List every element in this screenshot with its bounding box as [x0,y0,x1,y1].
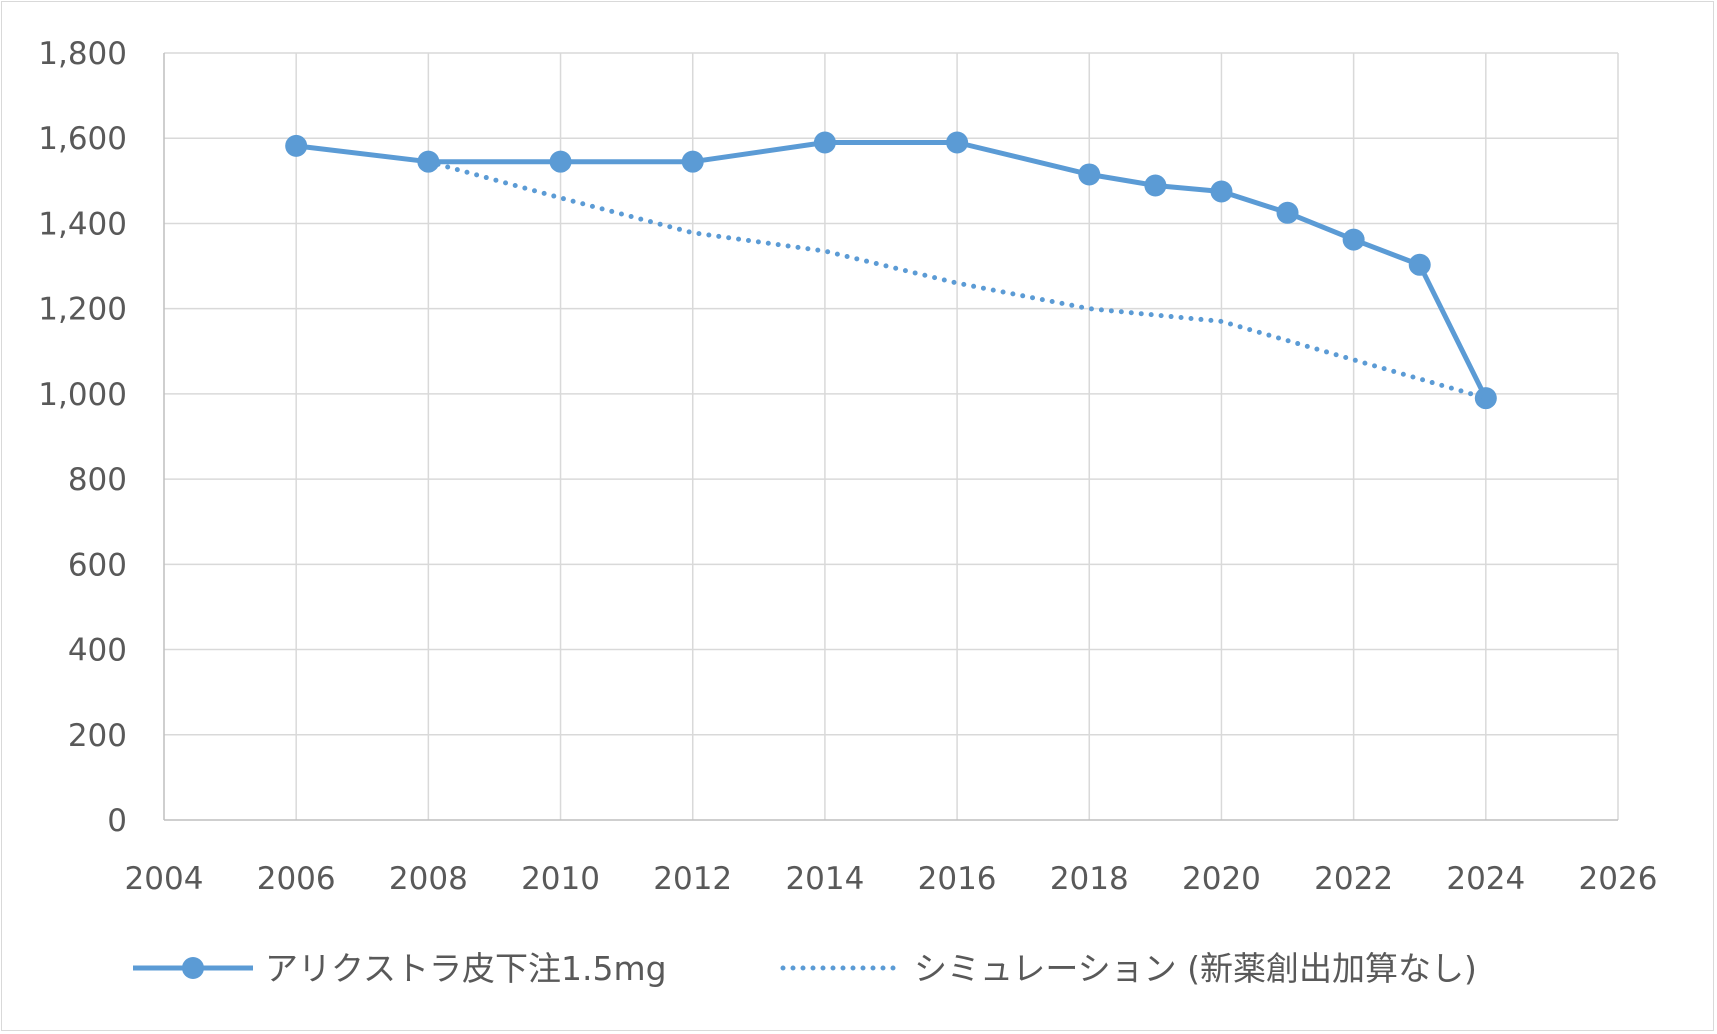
price-series-line [295,140,1489,400]
y-tick-label: 600 [68,547,127,583]
data-point-marker [681,150,704,173]
data-point-marker [1210,180,1233,203]
legend: アリクストラ皮下注1.5mg シミュレーション (新薬創出加算なし) [133,949,1477,988]
y-tick-label: 400 [68,633,127,669]
axes [163,53,1618,821]
data-point-marker [946,131,969,154]
x-tick-label: 2026 [1579,861,1658,897]
y-tick-label: 800 [68,462,127,498]
y-tick-label: 1,200 [38,292,127,328]
legend-label-price: アリクストラ皮下注1.5mg [265,949,667,988]
data-point-marker [549,150,572,173]
x-tick-label: 2012 [653,861,732,897]
x-tick-label: 2008 [389,861,468,897]
x-tick-label: 2004 [125,861,204,897]
x-tick-labels: 2004 2006 2008 2010 2012 2014 2016 2018 2020 2022… [125,861,1658,897]
x-tick-label: 2022 [1314,861,1393,897]
legend-label-simulation: シミュレーション (新薬創出加算なし) [914,949,1477,988]
legend-swatch-price-marker [182,957,204,979]
data-point-marker [813,131,836,154]
y-tick-label: 200 [68,718,127,754]
data-point-marker [1342,228,1365,251]
data-point-marker [1276,201,1299,224]
y-tick-label: 1,400 [38,206,127,242]
simulation-series-line [425,159,1489,401]
x-tick-label: 2018 [1050,861,1129,897]
grid-lines [164,52,1619,820]
data-point-marker [285,134,308,157]
y-tick-label: 0 [107,803,127,839]
y-tick-label: 1,600 [38,121,127,157]
x-tick-label: 2020 [1182,861,1261,897]
data-point-marker [1474,387,1497,410]
x-tick-label: 2024 [1446,861,1525,897]
y-tick-label: 1,000 [38,377,127,413]
x-tick-label: 2014 [785,861,864,897]
data-point-marker [1144,174,1167,197]
y-tick-labels: 0 200 400 600 800 1,000 1,200 1,400 1,600 1,800 [38,36,127,839]
data-point-marker [1408,253,1431,276]
y-tick-label: 1,800 [38,36,127,72]
data-series [285,131,1497,410]
data-point-marker [1078,163,1101,186]
x-tick-label: 2010 [521,861,600,897]
x-tick-label: 2016 [918,861,997,897]
x-tick-label: 2006 [257,861,336,897]
